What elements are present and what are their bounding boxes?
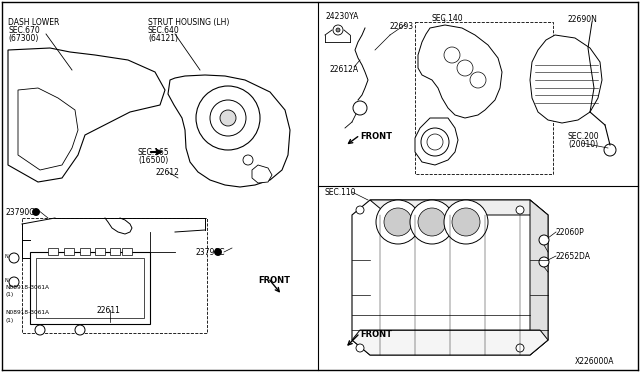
Polygon shape xyxy=(252,165,272,183)
Text: N08918-3061A: N08918-3061A xyxy=(5,285,49,290)
Text: SEC.670: SEC.670 xyxy=(8,26,40,35)
Text: 22690N: 22690N xyxy=(568,15,598,24)
Circle shape xyxy=(539,257,549,267)
Bar xyxy=(80,248,90,255)
Circle shape xyxy=(9,253,19,263)
Text: N: N xyxy=(4,278,8,282)
Circle shape xyxy=(75,325,85,335)
Circle shape xyxy=(214,248,221,256)
Circle shape xyxy=(421,128,449,156)
Text: 23790C: 23790C xyxy=(196,248,225,257)
Text: DASH LOWER: DASH LOWER xyxy=(8,18,60,27)
Circle shape xyxy=(427,134,443,150)
Polygon shape xyxy=(370,200,548,215)
Text: N: N xyxy=(4,253,8,259)
Polygon shape xyxy=(8,48,165,182)
Text: FRONT: FRONT xyxy=(360,330,392,339)
Text: (64121): (64121) xyxy=(148,34,178,43)
Text: (1): (1) xyxy=(5,318,13,323)
Circle shape xyxy=(418,208,446,236)
Text: 22612: 22612 xyxy=(155,168,179,177)
Circle shape xyxy=(516,206,524,214)
Polygon shape xyxy=(168,75,290,187)
Bar xyxy=(30,252,150,324)
Circle shape xyxy=(444,47,460,63)
Text: 22612A: 22612A xyxy=(330,65,359,74)
Text: 23790C: 23790C xyxy=(5,208,35,217)
Bar xyxy=(415,22,553,174)
Text: SEC.640: SEC.640 xyxy=(148,26,180,35)
Text: STRUT HOUSING (LH): STRUT HOUSING (LH) xyxy=(148,18,229,27)
Text: X226000A: X226000A xyxy=(575,357,614,366)
Polygon shape xyxy=(415,118,458,165)
Circle shape xyxy=(539,235,549,245)
Circle shape xyxy=(210,100,246,136)
Text: FRONT: FRONT xyxy=(360,132,392,141)
Circle shape xyxy=(384,208,412,236)
Text: (67300): (67300) xyxy=(8,34,38,43)
Circle shape xyxy=(356,206,364,214)
Text: 22060P: 22060P xyxy=(556,228,585,237)
Text: SEC.140: SEC.140 xyxy=(432,14,463,23)
Text: 24230YA: 24230YA xyxy=(326,12,360,21)
Text: (20010): (20010) xyxy=(568,140,598,149)
Circle shape xyxy=(452,208,480,236)
Text: 22611: 22611 xyxy=(96,306,120,315)
Circle shape xyxy=(604,144,616,156)
Bar xyxy=(122,248,132,255)
Circle shape xyxy=(333,25,343,35)
Bar xyxy=(22,218,207,333)
Circle shape xyxy=(196,86,260,150)
Circle shape xyxy=(516,344,524,352)
Circle shape xyxy=(444,200,488,244)
Circle shape xyxy=(336,28,340,32)
Text: 22693: 22693 xyxy=(390,22,414,31)
Polygon shape xyxy=(352,330,548,355)
Circle shape xyxy=(220,110,236,126)
Circle shape xyxy=(470,72,486,88)
Polygon shape xyxy=(530,200,548,355)
Bar xyxy=(110,248,120,255)
Text: (16500): (16500) xyxy=(138,156,168,165)
Circle shape xyxy=(376,200,420,244)
Bar xyxy=(95,248,105,255)
Text: 22652DA: 22652DA xyxy=(556,252,591,261)
Circle shape xyxy=(356,344,364,352)
Circle shape xyxy=(35,325,45,335)
Text: SEC.165: SEC.165 xyxy=(138,148,170,157)
Bar xyxy=(48,248,58,255)
Circle shape xyxy=(353,101,367,115)
Polygon shape xyxy=(18,88,78,170)
Circle shape xyxy=(33,208,40,215)
Circle shape xyxy=(410,200,454,244)
Bar xyxy=(64,248,74,255)
Circle shape xyxy=(9,277,19,287)
Text: SEC.110: SEC.110 xyxy=(325,188,356,197)
Polygon shape xyxy=(530,35,602,123)
Text: SEC.200: SEC.200 xyxy=(568,132,600,141)
Circle shape xyxy=(243,155,253,165)
Bar xyxy=(36,258,144,318)
Circle shape xyxy=(457,60,473,76)
Polygon shape xyxy=(418,25,502,118)
Text: (1): (1) xyxy=(5,292,13,297)
Polygon shape xyxy=(352,200,548,355)
Text: N08918-3061A: N08918-3061A xyxy=(5,310,49,315)
Text: FRONT: FRONT xyxy=(258,276,290,285)
